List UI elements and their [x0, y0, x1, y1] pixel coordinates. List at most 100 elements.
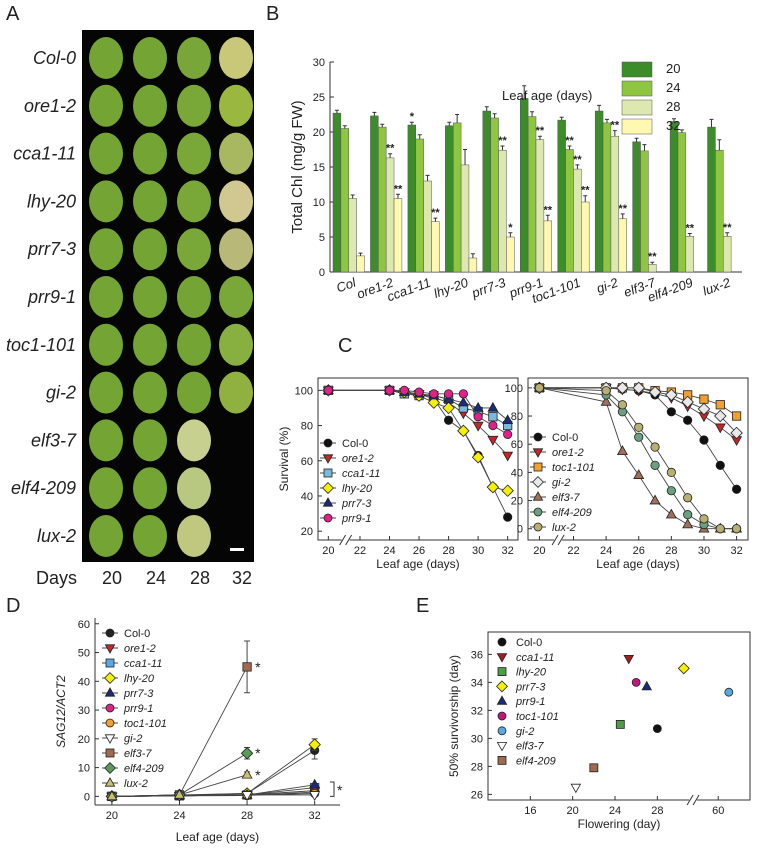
legend-marker [324, 514, 332, 522]
leaf [177, 133, 211, 175]
bar [633, 142, 641, 272]
legend-label: ore1-2 [552, 447, 584, 459]
data-point [678, 663, 689, 674]
panel-label: E [416, 595, 429, 617]
data-point [503, 513, 511, 521]
data-point [716, 525, 724, 533]
leaf [219, 180, 253, 222]
data-point [732, 412, 740, 420]
y-tick-label: 36 [471, 649, 483, 661]
legend-label: lhy-20 [342, 483, 373, 495]
bar [544, 221, 552, 272]
genotype-label: lux-2 [37, 526, 76, 546]
data-point [243, 663, 251, 671]
y-tick-label: 15 [313, 162, 325, 174]
legend-marker [498, 668, 506, 676]
legend-label: lhy-20 [516, 667, 547, 679]
data-point [651, 461, 659, 469]
data-point [430, 390, 438, 398]
legend-label: 20 [666, 61, 680, 76]
bar [453, 123, 461, 272]
leaf [219, 324, 253, 366]
legend-marker [498, 727, 506, 735]
error-bar [335, 110, 339, 113]
data-point [458, 425, 469, 436]
x-tick-label: 20 [322, 545, 334, 557]
significance: ** [581, 185, 590, 197]
leaf [89, 324, 123, 366]
x-axis-label: Leaf age (days) [376, 557, 459, 571]
legend-swatch [622, 100, 652, 115]
data-point [683, 416, 691, 424]
bar [416, 139, 424, 272]
bar [715, 150, 723, 272]
genotype-label: prr9-1 [27, 287, 76, 307]
bar [566, 150, 574, 273]
genotype-label: elf3-7 [31, 430, 77, 450]
x-tick-label: 32 [502, 545, 514, 557]
x-tick-label: 24 [600, 545, 612, 557]
y-tick-label: 100 [505, 383, 523, 395]
bar [424, 181, 432, 272]
data-point [324, 386, 332, 394]
legend-marker [497, 742, 506, 750]
x-tick-label: prr7-3 [469, 274, 508, 301]
bar [357, 256, 365, 272]
leaf [133, 180, 167, 222]
leaf [177, 515, 211, 557]
y-axis-label: 50% survivorship (day) [447, 655, 461, 777]
data-point [667, 509, 677, 518]
error-bar [493, 114, 497, 118]
error-bar [680, 130, 684, 133]
legend-marker [323, 498, 332, 506]
leaf [89, 85, 123, 127]
leaf [89, 467, 123, 509]
bar [648, 264, 656, 272]
legend-label: Col-0 [124, 628, 150, 640]
bar [499, 150, 507, 272]
legend-marker [323, 483, 334, 494]
error-bar [717, 140, 721, 151]
data-point [489, 413, 497, 421]
y-tick-label: 26 [471, 789, 483, 801]
error-bar [709, 119, 713, 127]
y-tick-label: 50 [78, 648, 90, 660]
panel-label: D [6, 595, 20, 617]
y-tick-label: 80 [301, 421, 313, 433]
leaf [219, 228, 253, 270]
error-bar [418, 135, 422, 139]
leaf [133, 85, 167, 127]
significance: ** [618, 203, 627, 215]
bar [333, 113, 341, 272]
x-tick-label: 28 [651, 805, 663, 817]
data-point [385, 386, 393, 394]
significance: ** [723, 222, 732, 234]
x-axis-label: Leaf age (days) [596, 557, 679, 571]
x-tick-label: cca1-11 [385, 275, 433, 305]
y-tick-label: 30 [78, 705, 90, 717]
error-bar [471, 254, 475, 258]
legend-label: cca1-11 [124, 658, 162, 670]
days-label: Days [36, 568, 77, 588]
legend-label: gi-2 [124, 733, 142, 745]
error-bar [560, 117, 564, 120]
legend-label: elf4-209 [124, 763, 164, 775]
leaf [177, 467, 211, 509]
data-point [444, 416, 452, 424]
bar [386, 158, 394, 272]
x-tick-label: 30 [472, 545, 484, 557]
data-point [618, 401, 626, 409]
bar [603, 123, 611, 272]
data-point [590, 764, 598, 772]
legend-swatch [622, 119, 652, 134]
error-bar [351, 195, 355, 199]
bar [723, 236, 731, 272]
significance: ** [685, 223, 694, 235]
legend-marker [534, 463, 542, 471]
legend-label: 32 [666, 118, 680, 133]
leaf [219, 37, 253, 79]
x-tick-label: 20 [106, 810, 118, 822]
legend-label: ore1-2 [342, 453, 374, 465]
data-point [535, 384, 543, 392]
x-tick-label: lux-2 [701, 274, 733, 298]
